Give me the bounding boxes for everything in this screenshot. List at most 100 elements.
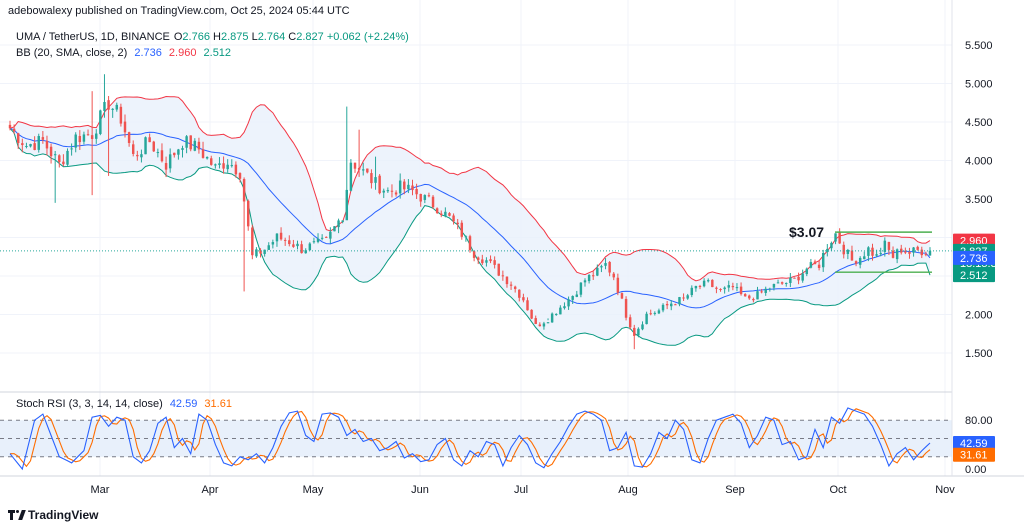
bb-label: BB (20, SMA, close, 2) bbox=[16, 47, 128, 59]
time-axis[interactable]: Mar Apr May Jun Jul Aug Sep Oct Nov bbox=[91, 484, 956, 496]
candle bbox=[119, 103, 123, 127]
candle bbox=[912, 246, 915, 257]
bb-legend[interactable]: BB (20, SMA, close, 2) 2.736 2.960 2.512 bbox=[16, 47, 235, 59]
candle bbox=[316, 233, 320, 244]
candle bbox=[567, 296, 570, 310]
stoch-axis[interactable]: 0.00 80.00 bbox=[965, 415, 993, 476]
candle bbox=[349, 159, 353, 192]
candle bbox=[702, 278, 706, 288]
candle bbox=[16, 132, 20, 150]
candle bbox=[193, 138, 197, 152]
candle bbox=[275, 233, 279, 247]
candle bbox=[333, 226, 336, 232]
candle bbox=[485, 257, 488, 267]
ohlc-legend[interactable]: UMA / TetherUS, 1D, BINANCE O2.766 H2.875… bbox=[16, 31, 413, 43]
candlesticks bbox=[8, 74, 932, 350]
candle bbox=[809, 258, 813, 269]
candle bbox=[58, 154, 61, 168]
candle bbox=[694, 285, 698, 292]
bb-lower-value: 2.512 bbox=[203, 47, 232, 59]
candle bbox=[793, 277, 796, 279]
candle bbox=[234, 161, 238, 178]
candle bbox=[115, 102, 119, 112]
candle bbox=[538, 322, 542, 327]
candle bbox=[686, 293, 689, 300]
candle bbox=[12, 124, 16, 135]
candle bbox=[390, 184, 394, 198]
candle bbox=[214, 163, 217, 169]
candle bbox=[928, 247, 932, 256]
candle bbox=[628, 314, 632, 330]
candle bbox=[497, 263, 500, 277]
candle bbox=[394, 190, 398, 197]
candle bbox=[756, 286, 759, 300]
candle bbox=[513, 285, 517, 293]
stoch-d-badge: 31.61 bbox=[953, 447, 995, 462]
candle bbox=[66, 148, 69, 166]
candle bbox=[251, 224, 254, 260]
candle bbox=[386, 187, 390, 193]
price-tick-label: 5.500 bbox=[965, 40, 993, 52]
candle bbox=[74, 132, 77, 153]
time-tick-label: May bbox=[303, 484, 324, 496]
stoch-legend[interactable]: Stoch RSI (3, 3, 14, 14, close) 42.59 31… bbox=[16, 398, 236, 410]
candle bbox=[8, 120, 12, 131]
svg-text:2.512: 2.512 bbox=[960, 270, 988, 282]
annotation-label: $3.07 bbox=[789, 224, 824, 240]
candle bbox=[90, 91, 94, 196]
candle bbox=[711, 279, 714, 288]
candle bbox=[230, 159, 234, 168]
candle bbox=[723, 286, 726, 294]
candle bbox=[665, 300, 669, 310]
candle bbox=[427, 192, 431, 198]
candle bbox=[900, 244, 903, 255]
candle bbox=[530, 309, 533, 320]
candle bbox=[70, 143, 73, 156]
symbol-label: UMA / TetherUS, 1D, BINANCE bbox=[16, 31, 170, 43]
price-axis[interactable]: 1.5002.0002.5003.0003.5004.0004.5005.000… bbox=[965, 40, 993, 360]
candle bbox=[419, 193, 422, 207]
candle bbox=[320, 234, 324, 241]
candle bbox=[423, 194, 427, 204]
candle bbox=[481, 254, 484, 265]
candle bbox=[403, 179, 406, 195]
candle bbox=[341, 220, 344, 224]
candle bbox=[596, 264, 599, 277]
candle bbox=[177, 148, 180, 160]
candle bbox=[472, 250, 476, 262]
candle bbox=[690, 285, 694, 298]
candle bbox=[456, 218, 459, 230]
high-label: H2.875 bbox=[213, 31, 249, 43]
candle bbox=[205, 156, 209, 160]
candle bbox=[591, 271, 595, 280]
candle bbox=[185, 135, 188, 154]
candle bbox=[238, 172, 242, 183]
candle bbox=[407, 179, 410, 194]
price-tick-label: 3.500 bbox=[965, 194, 993, 206]
candle bbox=[908, 247, 911, 259]
time-tick-label: Jul bbox=[514, 484, 528, 496]
candle bbox=[719, 288, 722, 292]
candle bbox=[563, 302, 566, 310]
candle bbox=[867, 246, 870, 262]
candle bbox=[780, 281, 784, 285]
candle bbox=[460, 220, 464, 240]
close-label: C2.827 bbox=[288, 31, 324, 43]
candle bbox=[189, 135, 192, 152]
candle bbox=[345, 106, 349, 221]
tradingview-footer[interactable]: TradingView bbox=[8, 508, 98, 522]
candle bbox=[883, 237, 887, 257]
candle bbox=[641, 321, 644, 331]
open-label: O2.766 bbox=[173, 31, 210, 43]
candle bbox=[546, 318, 550, 324]
candle bbox=[879, 247, 882, 257]
candle bbox=[136, 150, 139, 161]
candle bbox=[916, 245, 919, 251]
candle bbox=[246, 199, 250, 231]
candle bbox=[300, 240, 303, 254]
candle bbox=[374, 156, 377, 190]
candle bbox=[62, 154, 65, 167]
low-label: L2.764 bbox=[251, 31, 286, 43]
